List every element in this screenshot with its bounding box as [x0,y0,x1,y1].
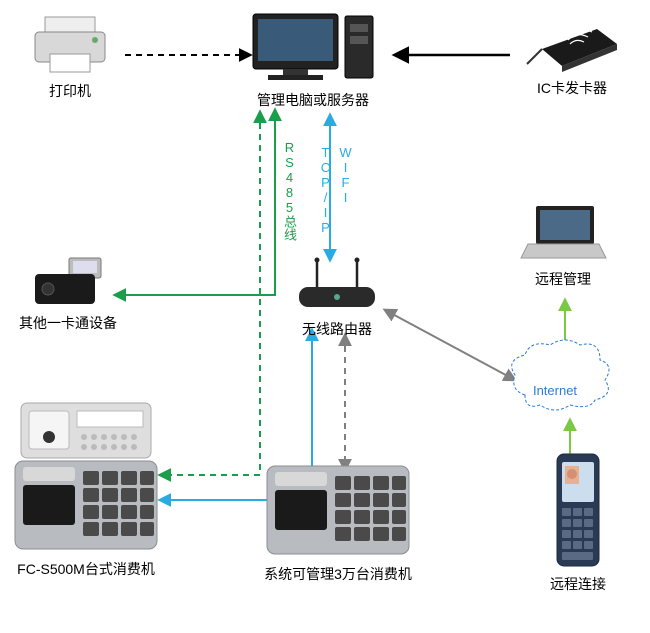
laptop-label: 远程管理 [508,269,618,289]
node-pos-a: FC-S500M台式消费机 [6,395,166,579]
node-handheld: 远程连接 [538,450,618,594]
router-label: 无线路由器 [282,319,392,339]
edge-label-tcpip: TCP/IP [318,145,333,235]
card-issuer-label: IC卡发卡器 [512,78,632,98]
node-card-issuer: IC卡发卡器 [512,14,632,98]
printer-label: 打印机 [20,81,120,101]
router-icon [282,255,392,315]
node-laptop: 远程管理 [508,200,618,289]
node-other-device: 其他一卡通设备 [18,254,118,333]
pos-a-icon [6,395,166,555]
laptop-icon [508,200,618,265]
pos-a-label: FC-S500M台式消费机 [6,559,166,579]
printer-icon [20,12,120,77]
node-router: 无线路由器 [282,255,392,339]
edge-label-wifi: WIFI [338,145,353,205]
pos-b-label: 系统可管理3万台消费机 [258,564,418,584]
server-icon [238,6,388,86]
other-device-label: 其他一卡通设备 [18,313,118,333]
pos-b-icon [258,460,418,560]
card-issuer-icon [512,14,632,74]
node-printer: 打印机 [20,12,120,101]
server-label: 管理电脑或服务器 [238,90,388,110]
edge-label-rs485: RS485总线 [280,140,299,241]
node-server: 管理电脑或服务器 [238,6,388,110]
handheld-label: 远程连接 [538,574,618,594]
internet-cloud: Internet [512,340,609,410]
other-device-icon [18,254,118,309]
node-pos-b: 系统可管理3万台消费机 [258,460,418,584]
handheld-icon [538,450,618,570]
internet-label: Internet [533,383,577,398]
